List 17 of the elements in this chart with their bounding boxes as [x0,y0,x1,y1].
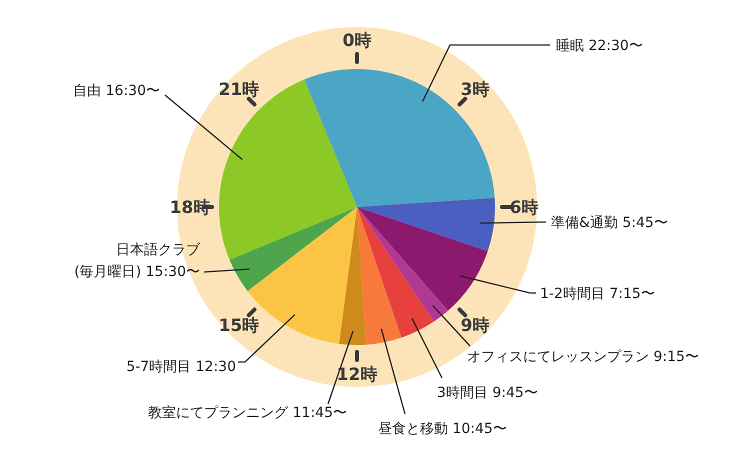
slice-label: 自由 16:30〜 [73,83,160,99]
text: 6時 [510,198,538,218]
text: 9時 [460,316,490,336]
text: 12時 [336,365,378,385]
slice-label: 1-2時間目 7:15〜 [540,286,655,302]
text: 21時 [218,80,260,100]
slice-label: 5-7時間目 12:30 [126,359,236,375]
text: 3時 [460,80,490,100]
slice-label: 教室にてプランニング 11:45〜 [148,405,347,421]
slice-label: 昼食と移動 10:45〜 [378,421,507,437]
slice-label: 準備&通勤 5:45〜 [551,215,668,231]
slice-label: 3時間目 9:45〜 [437,385,538,401]
text: 0時 [342,31,372,51]
slice-label: 睡眠 22:30〜 [556,38,643,54]
text: 15時 [218,316,260,336]
slice-label: 日本語クラブ (毎月曜日) 15:30〜 [74,242,201,280]
slice-label: オフィスにてレッスンプラン 9:15〜 [467,349,699,365]
